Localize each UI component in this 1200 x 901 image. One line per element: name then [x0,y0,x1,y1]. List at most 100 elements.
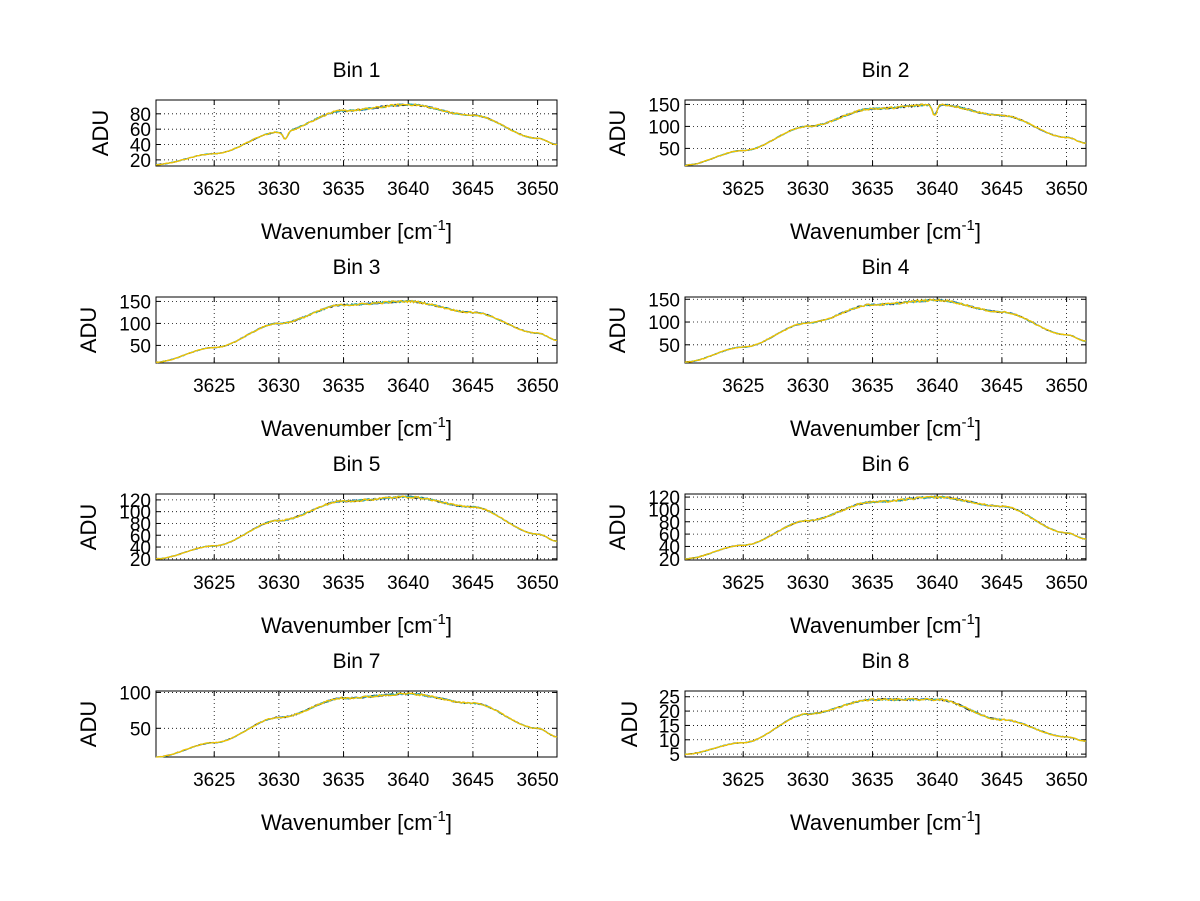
y-axis-label: ADU [605,504,630,550]
x-tick-label: 3625 [722,770,764,791]
y-tick-label: 40 [130,136,151,157]
x-tick-label: 3635 [851,770,893,791]
x-tick-label: 3645 [452,179,494,200]
x-tick-label: 3635 [322,179,364,200]
x-tick-label: 3635 [322,770,364,791]
y-tick-label: 20 [659,702,680,723]
y-tick-label: 50 [130,336,151,357]
panel-title: Bin 7 [333,650,381,673]
y-tick-label: 150 [648,95,680,116]
x-tick-label: 3650 [1045,770,1087,791]
x-tick-label: 3625 [193,376,235,397]
x-tick-label: 3635 [851,376,893,397]
x-tick-label: 3630 [787,770,829,791]
x-axis-label: Wavenumber [cm-1] [790,611,981,638]
axes-box [684,493,1087,561]
x-tick-label: 3650 [1045,179,1087,200]
x-tick-label: 3650 [516,376,558,397]
y-tick-label: 50 [130,719,151,740]
x-tick-label: 3650 [1045,573,1087,594]
spectrum-line-4 [684,697,1087,756]
y-tick-label: 150 [119,292,151,313]
x-tick-label: 3650 [1045,376,1087,397]
x-tick-label: 3645 [452,573,494,594]
x-tick-label: 3640 [387,573,429,594]
x-tick-label: 3635 [322,573,364,594]
panel-title: Bin 4 [862,256,910,279]
x-tick-label: 3630 [787,376,829,397]
y-tick-label: 100 [119,503,151,524]
y-tick-label: 5 [669,745,680,766]
x-tick-label: 3640 [387,179,429,200]
x-tick-label: 3630 [258,376,300,397]
panel-title: Bin 2 [862,59,910,82]
x-axis-label: Wavenumber [cm-1] [790,217,981,244]
x-tick-label: 3645 [981,770,1023,791]
y-axis-label: ADU [76,307,101,353]
y-tick-label: 150 [648,290,680,311]
y-axis-label: ADU [617,701,642,747]
x-tick-label: 3635 [322,376,364,397]
panel-title: Bin 6 [862,453,910,476]
panel-title: Bin 8 [862,650,910,673]
axes-box [155,296,558,364]
y-tick-label: 60 [659,525,680,546]
y-tick-label: 100 [648,500,680,521]
y-tick-label: 50 [659,336,680,357]
y-tick-label: 60 [130,526,151,547]
y-tick-label: 40 [659,537,680,558]
x-tick-label: 3630 [258,573,300,594]
x-axis-label: Wavenumber [cm-1] [261,611,452,638]
y-axis-label: ADU [88,110,113,156]
y-tick-label: 80 [130,105,151,126]
y-tick-label: 40 [130,538,151,559]
x-axis-label: Wavenumber [cm-1] [261,217,452,244]
x-tick-label: 3625 [722,573,764,594]
y-tick-label: 20 [130,550,151,571]
x-tick-label: 3645 [452,376,494,397]
x-tick-label: 3630 [258,770,300,791]
x-tick-label: 3640 [916,376,958,397]
x-tick-label: 3640 [387,770,429,791]
spectrum-line-4 [156,692,558,758]
panel-title: Bin 3 [333,256,381,279]
x-axis-label: Wavenumber [cm-1] [261,808,452,835]
y-tick-label: 100 [119,314,151,335]
x-tick-label: 3635 [851,573,893,594]
x-tick-label: 3625 [722,179,764,200]
panel-title: Bin 5 [333,453,381,476]
axes-box [684,296,1087,364]
y-axis-label: ADU [76,701,101,747]
x-tick-label: 3640 [916,179,958,200]
spectrum-line-4 [684,298,1087,363]
x-tick-label: 3650 [516,573,558,594]
y-tick-label: 25 [659,688,680,709]
x-tick-label: 3630 [787,179,829,200]
x-tick-label: 3625 [193,573,235,594]
x-tick-label: 3645 [981,573,1023,594]
spectrum-line-4 [684,495,1087,560]
x-axis-label: Wavenumber [cm-1] [261,414,452,441]
y-tick-label: 100 [648,313,680,334]
x-tick-label: 3645 [981,179,1023,200]
y-tick-label: 20 [130,151,151,172]
x-tick-label: 3630 [258,179,300,200]
y-tick-label: 120 [119,491,151,512]
axes-box [684,690,1087,758]
x-tick-label: 3650 [516,179,558,200]
x-tick-label: 3645 [452,770,494,791]
x-tick-label: 3650 [516,770,558,791]
y-tick-label: 50 [659,139,680,160]
axes-box [155,690,558,758]
y-tick-label: 120 [648,488,680,509]
x-axis-label: Wavenumber [cm-1] [790,414,981,441]
y-axis-label: ADU [76,504,101,550]
y-tick-label: 15 [659,716,680,737]
